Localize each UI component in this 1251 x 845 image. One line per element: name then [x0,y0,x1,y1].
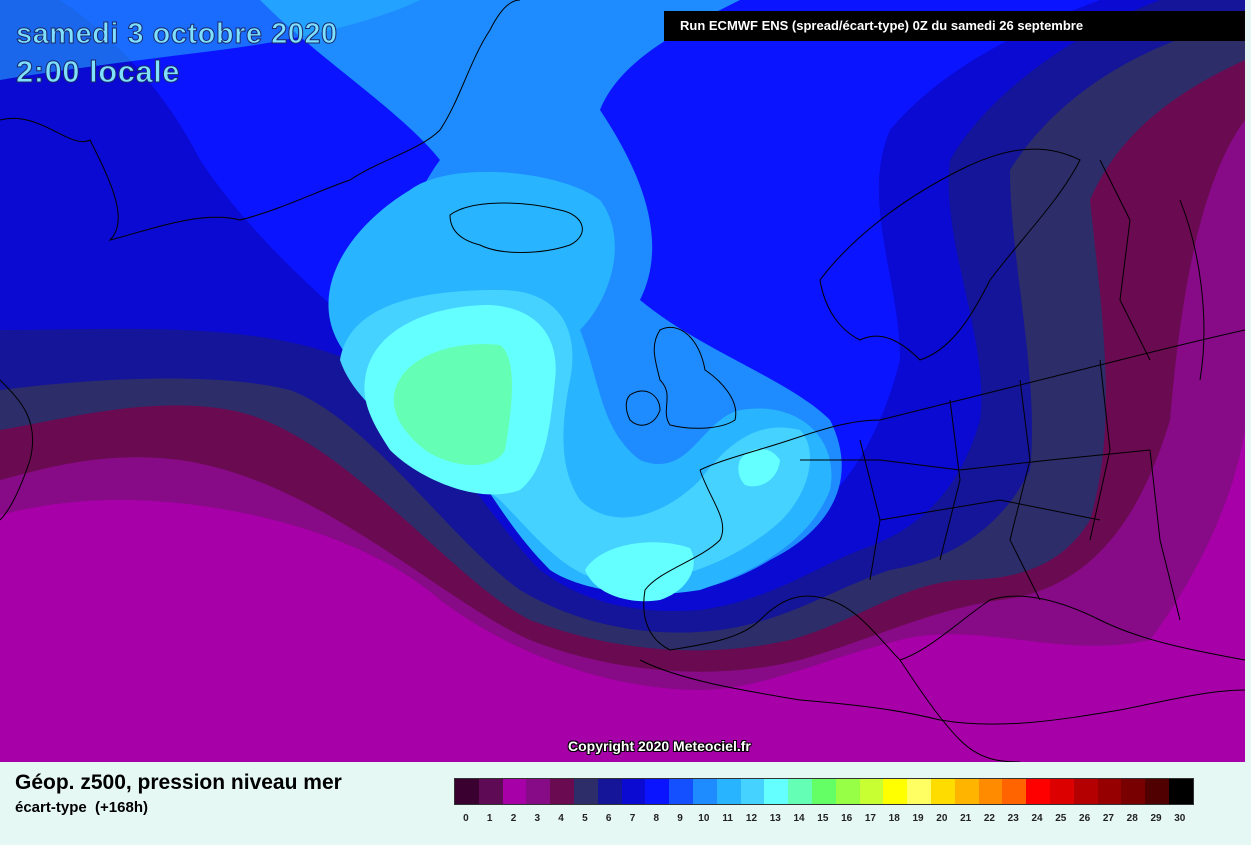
legend-label: 9 [677,813,683,824]
legend-swatch [930,779,955,804]
legend-swatch [550,779,574,804]
legend-label: 2 [510,813,517,824]
legend-swatch [1145,779,1169,804]
legend-swatch [573,779,598,804]
coastlines [0,0,1245,762]
legend-label: 24 [1031,813,1043,824]
legend-label: 13 [769,813,781,824]
legend-label: 10 [698,813,710,824]
legend-label: 19 [912,813,924,824]
legend-swatch [740,779,765,804]
legend-swatch [788,779,812,804]
legend-swatch [954,779,979,804]
legend-label: 11 [722,813,733,824]
legend-swatch [1121,779,1146,804]
legend-label: 17 [864,813,876,824]
legend-label: 18 [888,813,900,824]
legend-swatch [1049,779,1074,804]
legend-label: 0 [463,813,469,824]
legend-swatch [859,779,884,804]
legend-label: 21 [960,813,972,824]
legend-swatches [454,778,1194,805]
legend-swatch [1168,779,1193,804]
chart-title: Géop. z500, pression niveau mer [15,771,342,794]
legend-swatch [978,779,1003,804]
run-banner: Run ECMWF ENS (spread/écart-type) 0Z du … [664,11,1245,41]
legend-label: 8 [653,813,660,824]
legend-swatch [692,779,717,804]
legend-swatch [1097,779,1122,804]
copyright-notice: Copyright 2020 Meteociel.fr [568,738,751,754]
legend-swatch [478,779,503,804]
legend-swatch [835,779,860,804]
legend-label: 29 [1150,813,1162,824]
legend-swatch [502,779,527,804]
legend-label: 22 [983,813,995,824]
legend-swatch [669,779,693,804]
legend-swatch [764,779,789,804]
legend-label: 30 [1174,813,1186,824]
legend-swatch [526,779,551,804]
chart-subtitle: écart-type (+168h) [15,799,148,816]
legend-label: 7 [629,813,636,824]
legend-label: 6 [605,813,612,824]
legend-label: 25 [1055,813,1067,824]
legend-label: 1 [486,813,493,824]
map-time: 2:00 locale [15,54,181,90]
legend-label: 26 [1079,813,1091,824]
legend-labels: 0 1 2 3 4 5 6 7 8 9 10 11 12 13 14 15 16 17 18 19 20 21 22 23 24… [454,813,1194,824]
legend-swatch [907,779,931,804]
legend-label: 23 [1007,813,1019,824]
contour-band [393,344,512,465]
legend-label: 4 [558,813,564,824]
legend-swatch [597,779,622,804]
legend-swatch [883,779,908,804]
legend-swatch [621,779,646,804]
map-canvas [0,0,1245,762]
color-legend: 0 1 2 3 4 5 6 7 8 9 10 11 12 13 14 15 16 17 18 19 20 21 22 23 24… [454,778,1194,824]
legend-swatch [1002,779,1027,804]
legend-label: 28 [1126,813,1138,824]
contour-band [0,0,420,80]
legend-label: 16 [841,813,853,824]
legend-label: 3 [534,813,541,824]
spread-map [0,0,1245,762]
legend-swatch [1026,779,1050,804]
legend-label: 5 [582,813,588,824]
legend-label: 20 [936,813,948,824]
contour-band [585,542,694,602]
legend-label: 27 [1102,813,1114,824]
legend-swatch [455,779,479,804]
legend-label: 15 [817,813,829,824]
legend-swatch [1073,779,1098,804]
legend-label: 12 [745,813,758,824]
contour-band [738,448,780,487]
legend-swatch [716,779,741,804]
legend-swatch [811,779,836,804]
legend-label: 14 [793,813,805,824]
map-date: samedi 3 octobre 2020 [16,18,338,51]
legend-swatch [645,779,670,804]
